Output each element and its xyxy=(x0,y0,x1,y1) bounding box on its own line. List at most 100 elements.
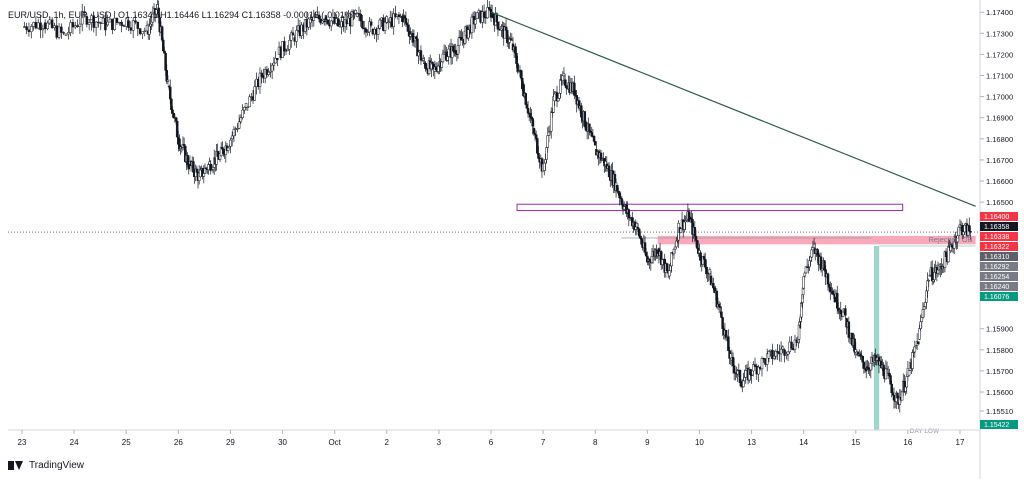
candle-body xyxy=(237,121,241,129)
candle-body xyxy=(907,370,911,376)
candle-body xyxy=(456,45,460,55)
candle-body xyxy=(166,79,170,82)
candle-body xyxy=(131,20,135,31)
candle-body xyxy=(790,341,793,349)
candle-body xyxy=(122,25,126,27)
candle-body xyxy=(920,317,924,323)
candle-body xyxy=(618,192,621,199)
candle-body xyxy=(673,246,677,250)
candle-body xyxy=(32,22,35,27)
candle-body xyxy=(526,107,530,114)
candle-body xyxy=(409,34,412,37)
candle-body xyxy=(510,39,514,41)
time-tick-label: 3 xyxy=(437,438,442,447)
candle-body xyxy=(272,62,276,66)
candle-body xyxy=(230,135,234,140)
candle-body xyxy=(415,36,418,40)
candle-body xyxy=(563,79,567,86)
price-badge-label: 1.16076 xyxy=(984,294,1009,301)
candle-body xyxy=(108,18,112,23)
time-tick-label: 29 xyxy=(226,438,235,447)
candle-body xyxy=(361,20,364,29)
candle-body xyxy=(544,159,547,164)
price-badge-label: 1.16400 xyxy=(984,214,1009,221)
tradingview-footer[interactable]: TradingView xyxy=(8,460,84,471)
candle-body xyxy=(366,31,369,33)
candle-body xyxy=(270,64,274,72)
candle-body xyxy=(743,377,746,382)
time-tick-label: 7 xyxy=(541,438,546,447)
price-badge-label: 1.16358 xyxy=(984,224,1009,231)
candle-body xyxy=(841,311,845,317)
candle-body xyxy=(25,26,28,31)
price-badge xyxy=(980,262,1018,271)
candle-body xyxy=(968,225,971,232)
candle-body xyxy=(679,228,683,233)
candle-body xyxy=(669,265,672,271)
candle-body xyxy=(67,32,70,35)
candle-body xyxy=(85,16,89,25)
candle-body xyxy=(53,25,56,28)
candle-body xyxy=(670,252,673,267)
candle-body xyxy=(933,272,936,280)
candle-body xyxy=(844,308,847,316)
candle-body xyxy=(148,25,151,35)
candle-body xyxy=(750,374,753,376)
candle-body xyxy=(588,123,591,132)
candle-body xyxy=(368,21,371,33)
candle-body xyxy=(731,357,735,366)
price-tick-label: 1.16900 xyxy=(986,114,1013,123)
time-tick-label: 14 xyxy=(799,438,808,447)
candle-body xyxy=(127,20,130,28)
candle-body xyxy=(50,19,54,28)
price-badge xyxy=(980,272,1018,281)
candle-body xyxy=(810,249,814,258)
candle-body xyxy=(831,290,834,295)
candle-body xyxy=(615,184,619,192)
candle-body xyxy=(387,21,390,24)
price-tick-label: 1.15600 xyxy=(986,388,1013,397)
price-badge xyxy=(980,420,1018,429)
candle-body xyxy=(482,11,486,18)
candle-body xyxy=(919,321,922,329)
candle-body xyxy=(55,25,58,38)
candle-body xyxy=(717,303,721,307)
price-tick-label: 1.17100 xyxy=(986,72,1013,81)
tradingview-logo-icon xyxy=(8,461,24,470)
candle-body xyxy=(525,104,529,109)
time-tick-label: 2 xyxy=(385,438,390,447)
candle-body xyxy=(424,62,427,69)
candle-body xyxy=(243,107,246,111)
candle-body xyxy=(719,306,722,308)
candle-body xyxy=(289,32,293,41)
candle-body xyxy=(222,149,225,155)
candle-body xyxy=(446,56,449,61)
candle-body xyxy=(643,242,647,253)
candle-body xyxy=(288,40,291,50)
candle-body xyxy=(276,58,279,61)
target-bar xyxy=(874,246,880,430)
candle-body xyxy=(118,21,121,24)
candle-body xyxy=(809,256,812,261)
symbol-label: EUR/USD, 1h, EUR_USD xyxy=(8,10,112,20)
candle-body xyxy=(779,348,783,355)
candle-body xyxy=(172,112,175,119)
candle-body xyxy=(369,21,373,26)
candle-body xyxy=(175,120,179,138)
time-tick-label: 15 xyxy=(851,438,860,447)
candle-body xyxy=(392,13,395,27)
candle-body xyxy=(771,349,774,359)
candle-body xyxy=(221,146,224,150)
candle-body xyxy=(419,50,423,61)
time-tick-label: 23 xyxy=(18,438,27,447)
candle-body xyxy=(253,86,257,101)
candle-body xyxy=(43,22,47,30)
price-tick-label: 1.16700 xyxy=(986,156,1013,165)
candle-body xyxy=(36,22,40,29)
candle-body xyxy=(808,260,811,268)
candle-body xyxy=(744,370,748,378)
candle-body xyxy=(620,198,624,205)
resistance-box xyxy=(516,203,904,212)
rejection-zone xyxy=(657,235,976,245)
